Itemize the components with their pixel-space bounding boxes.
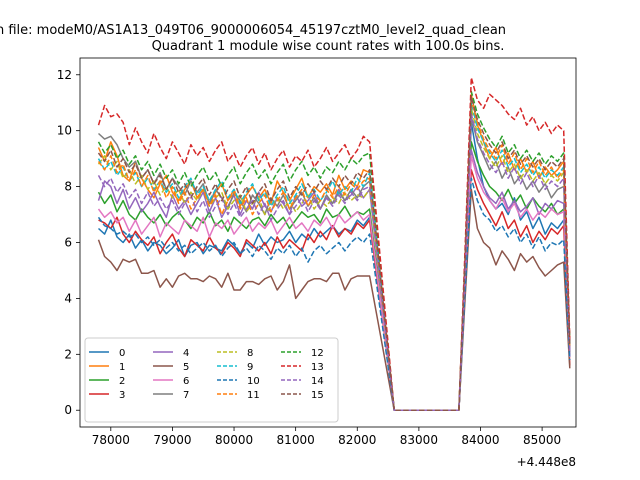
series-line-9 (97, 101, 571, 411)
series-line-8 (97, 107, 571, 411)
x-tick-label: 85000 (523, 433, 561, 447)
legend-label-10: 10 (247, 376, 260, 387)
series-line-11 (97, 99, 571, 411)
y-tick-label: 12 (57, 68, 72, 82)
legend-box (84, 337, 339, 423)
series-line-6 (97, 155, 571, 411)
y-tick-label: 2 (64, 347, 72, 361)
x-tick-label: 78000 (92, 433, 130, 447)
series-line-14 (97, 113, 571, 411)
x-tick-label: 84000 (461, 433, 499, 447)
series-line-15 (97, 96, 571, 411)
y-tick-label: 0 (64, 403, 72, 417)
x-axis: 78000 79000 80000 81000 82000 83000 84000 85000 (92, 427, 561, 447)
legend-label-14: 14 (311, 376, 324, 387)
x-tick-label: 83000 (400, 433, 438, 447)
x-tick-label: 82000 (338, 433, 376, 447)
legend-label-4: 4 (183, 348, 189, 359)
series-line-10 (97, 177, 571, 411)
x-tick-label: 81000 (277, 433, 315, 447)
series-line-0 (97, 121, 571, 411)
legend-label-6: 6 (183, 376, 189, 387)
legend-label-3: 3 (119, 390, 125, 401)
x-tick-label: 79000 (153, 433, 191, 447)
x-tick-label: 80000 (215, 433, 253, 447)
y-tick-label: 10 (57, 124, 72, 138)
legend-label-1: 1 (119, 362, 125, 373)
legend-label-9: 9 (247, 362, 253, 373)
series-line-12 (97, 90, 571, 411)
chart-title: Quadrant 1 module wise count rates with … (152, 39, 505, 54)
legend-label-8: 8 (247, 348, 253, 359)
y-axis: 0 2 4 6 8 10 12 (57, 68, 80, 417)
y-tick-label: 6 (64, 236, 72, 250)
series-line-3 (98, 169, 571, 411)
legend-label-15: 15 (311, 390, 324, 401)
legend-label-7: 7 (183, 390, 189, 401)
x-axis-offset-label: +4.448e8 (517, 455, 576, 469)
series-lines (97, 76, 571, 411)
legend-label-11: 11 (247, 390, 260, 401)
legend-label-0: 0 (119, 348, 125, 359)
figure-suptitle: n file: modeM0/AS1A13_049T06_9000006054_… (0, 23, 506, 38)
series-line-13 (97, 76, 571, 411)
y-tick-label: 8 (64, 180, 72, 194)
series-line-5 (97, 188, 571, 411)
legend-label-5: 5 (183, 362, 189, 373)
legend-label-2: 2 (119, 376, 125, 387)
y-tick-label: 4 (64, 291, 72, 305)
legend-label-13: 13 (311, 362, 324, 373)
legend-label-12: 12 (311, 348, 324, 359)
